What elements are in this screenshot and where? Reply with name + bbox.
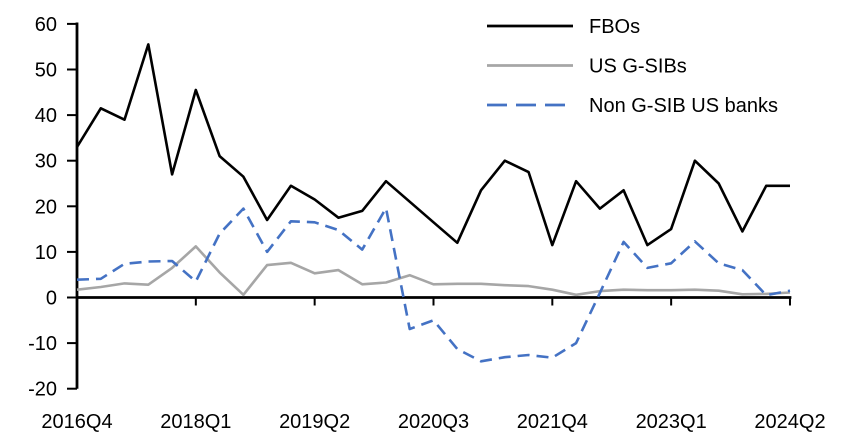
y-axis-tick-label: -20 [28, 379, 57, 401]
x-axis-tick-label: 2016Q4 [41, 411, 112, 433]
legend-label: FBOs [589, 16, 640, 38]
x-axis-tick-label: 2019Q2 [279, 411, 350, 433]
y-axis-tick-label: 60 [35, 14, 57, 36]
legend-label: Non G-SIB US banks [589, 95, 778, 117]
y-axis-tick-label: 10 [35, 242, 57, 264]
y-axis-tick-label: 40 [35, 105, 57, 127]
x-axis-tick-label: 2018Q1 [160, 411, 231, 433]
x-axis-tick-label: 2024Q2 [754, 411, 825, 433]
x-axis-tick-label: 2023Q1 [636, 411, 707, 433]
series-line-us-g-sibs [76, 245, 791, 297]
y-axis-tick-label: 30 [35, 151, 57, 173]
x-axis-tick-label: 2021Q4 [517, 411, 588, 433]
x-axis-tick-label: 2020Q3 [398, 411, 469, 433]
y-axis-tick-label: 0 [46, 288, 57, 310]
y-axis-tick-label: -10 [28, 333, 57, 355]
y-axis-tick-label: 50 [35, 60, 57, 82]
series-line-non-g-sib-us-banks [76, 206, 791, 363]
y-axis-tick-label: 20 [35, 196, 57, 218]
series-line-fbos [75, 43, 790, 247]
legend-label: US G-SIBs [589, 56, 687, 78]
